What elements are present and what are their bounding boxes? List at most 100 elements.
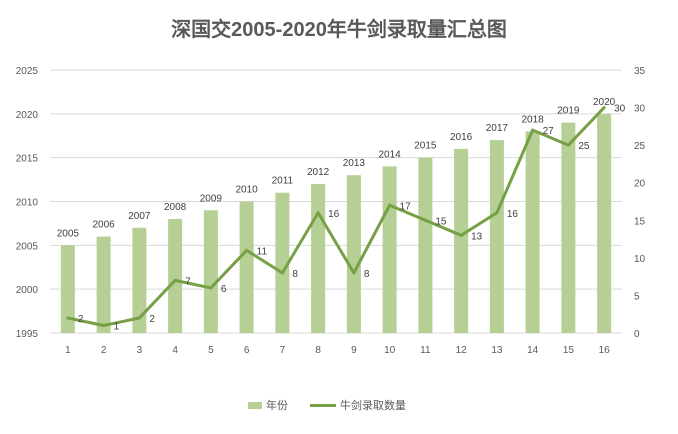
line-data-label: 15 — [435, 216, 447, 227]
bar-data-label: 2015 — [414, 141, 437, 152]
x-tick-label: 2 — [101, 345, 107, 356]
line-data-label: 7 — [185, 276, 191, 287]
line-data-label: 13 — [471, 231, 483, 242]
x-tick-label: 10 — [384, 345, 396, 356]
bar — [561, 122, 576, 333]
legend-bar-label: 年份 — [266, 398, 288, 412]
line-point — [352, 271, 356, 275]
line-data-label: 8 — [364, 269, 370, 280]
bar-data-label: 2016 — [450, 132, 473, 143]
bar — [239, 201, 254, 333]
x-tick-label: 13 — [491, 345, 503, 356]
bar-data-label: 2014 — [379, 149, 402, 160]
line-point — [602, 106, 606, 110]
line-data-label: 30 — [614, 104, 626, 115]
line-point — [531, 128, 535, 132]
line-point — [102, 323, 106, 327]
right-tick-label: 30 — [634, 104, 646, 115]
line-data-label: 25 — [578, 141, 590, 152]
left-tick-label: 2010 — [16, 198, 39, 209]
right-tick-label: 20 — [634, 179, 646, 190]
legend-bar-swatch — [248, 402, 262, 409]
bar-data-label: 2013 — [343, 158, 366, 169]
x-tick-label: 5 — [208, 345, 214, 356]
right-tick-label: 0 — [634, 329, 640, 340]
right-tick-label: 5 — [634, 291, 640, 302]
bar-data-label: 2018 — [522, 114, 545, 125]
line-point — [209, 286, 213, 290]
bar-data-label: 2005 — [57, 228, 80, 239]
x-tick-label: 6 — [244, 345, 250, 356]
right-tick-label: 10 — [634, 254, 646, 265]
line-data-label: 1 — [114, 321, 120, 332]
bar — [132, 227, 147, 333]
x-tick-label: 12 — [456, 345, 468, 356]
bar — [275, 192, 290, 333]
bar-series: 2005 2006 2007 2008 2009 2010 2011 2012 2013 2014… — [57, 97, 616, 333]
right-tick-label: 25 — [634, 141, 646, 152]
line-data-label: 27 — [543, 126, 555, 137]
line-point — [388, 203, 392, 207]
legend-line-label: 牛剑录取数量 — [340, 398, 406, 412]
left-tick-label: 2025 — [16, 66, 39, 77]
bar-data-label: 2006 — [93, 220, 116, 231]
line-point — [316, 211, 320, 215]
line-point — [459, 233, 463, 237]
bar — [203, 210, 218, 333]
bar-data-label: 2017 — [486, 123, 509, 134]
x-tick-label: 16 — [599, 345, 611, 356]
bar — [346, 175, 361, 333]
x-tick-label: 14 — [527, 345, 539, 356]
x-tick-label: 15 — [563, 345, 575, 356]
left-tick-label: 2020 — [16, 110, 39, 121]
x-tick-label: 4 — [172, 345, 178, 356]
x-tick-label: 1 — [65, 345, 71, 356]
bar-data-label: 2012 — [307, 167, 330, 178]
right-tick-label: 35 — [634, 66, 646, 77]
bar-data-label: 2008 — [164, 202, 187, 213]
bar-data-label: 2010 — [236, 185, 259, 196]
line-point — [280, 271, 284, 275]
line-data-label: 17 — [400, 201, 412, 212]
line-data-label: 11 — [257, 246, 268, 257]
bar — [168, 219, 183, 333]
line-data-label: 8 — [292, 269, 298, 280]
bar-data-label: 2009 — [200, 193, 223, 204]
line-data-label: 2 — [149, 314, 155, 325]
line-point — [423, 218, 427, 222]
bar — [311, 183, 326, 333]
bar — [454, 148, 469, 333]
x-tick-label: 7 — [280, 345, 286, 356]
x-tick-label: 3 — [137, 345, 143, 356]
line-point — [245, 248, 249, 252]
line-data-label: 16 — [507, 209, 519, 220]
axes: 1995200020052010201520202025051015202530… — [16, 66, 646, 356]
line-point — [137, 316, 141, 320]
bar — [60, 245, 75, 333]
bar — [418, 157, 433, 333]
line-point — [566, 143, 570, 147]
left-tick-label: 1995 — [16, 329, 39, 340]
x-tick-label: 9 — [351, 345, 357, 356]
line-path — [67, 106, 606, 327]
bar-data-label: 2011 — [272, 176, 294, 187]
left-tick-label: 2000 — [16, 285, 39, 296]
bar — [525, 131, 540, 333]
bar-data-label: 2020 — [593, 97, 616, 108]
x-tick-label: 11 — [420, 345, 431, 356]
left-tick-label: 2015 — [16, 154, 39, 165]
line-data-label: 2 — [78, 314, 84, 325]
line-point — [66, 316, 70, 320]
line-point — [495, 211, 499, 215]
x-tick-label: 8 — [315, 345, 321, 356]
bar — [597, 113, 612, 333]
chart-title: 深国交2005-2020年牛剑录取量汇总图 — [171, 17, 507, 41]
line-data-label: 16 — [328, 209, 340, 220]
line-data-label: 6 — [221, 284, 227, 295]
legend: 年份 牛剑录取数量 — [248, 398, 406, 412]
right-tick-label: 15 — [634, 216, 646, 227]
line-point — [173, 278, 177, 282]
bar — [96, 236, 111, 333]
